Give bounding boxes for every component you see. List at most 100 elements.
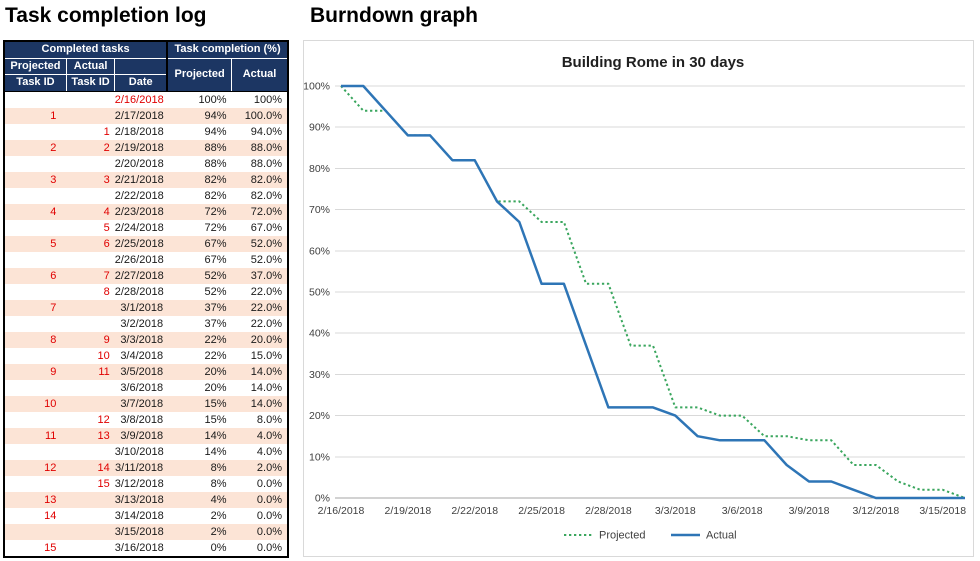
cell-projected-task-id[interactable]: 11 [4, 427, 67, 444]
cell-projected-task-id[interactable]: 9 [4, 363, 67, 380]
cell-actual-task-id[interactable]: 10 [97, 349, 110, 362]
cell-actual-pct[interactable]: 52.0% [250, 253, 282, 266]
projected-series-line[interactable] [340, 85, 966, 499]
cell-projected-pct[interactable]: 82% [204, 189, 227, 202]
cell-projected-pct[interactable]: 2% [167, 523, 232, 540]
cell-actual-task-id[interactable] [66, 107, 115, 124]
cell-actual-pct[interactable]: 88.0% [250, 157, 282, 170]
cell-date[interactable]: 3/11/2018 [114, 459, 168, 476]
cell-projected-task-id[interactable]: 7 [4, 299, 67, 316]
cell-projected-pct[interactable]: 94% [167, 107, 232, 124]
cell-actual-pct[interactable]: 94.0% [250, 125, 282, 138]
cell-projected-pct[interactable]: 20% [204, 381, 227, 394]
cell-projected-pct[interactable]: 15% [167, 395, 232, 412]
cell-actual-pct[interactable]: 22.0% [250, 317, 282, 330]
cell-date[interactable]: 2/18/2018 [114, 125, 164, 138]
cell-actual-task-id[interactable] [66, 252, 114, 268]
cell-projected-task-id[interactable] [4, 188, 66, 204]
cell-projected-task-id[interactable]: 2 [4, 139, 67, 156]
cell-projected-pct[interactable]: 8% [167, 459, 232, 476]
cell-date[interactable]: 3/8/2018 [120, 413, 164, 426]
cell-projected-task-id[interactable]: 4 [4, 203, 67, 220]
cell-actual-pct[interactable]: 4.0% [256, 445, 282, 458]
cell-actual-pct[interactable]: 0.0% [231, 523, 288, 540]
cell-date[interactable]: 3/4/2018 [120, 349, 164, 362]
cell-projected-pct[interactable]: 94% [204, 125, 227, 138]
cell-actual-task-id[interactable]: 3 [66, 171, 115, 188]
cell-date[interactable]: 2/19/2018 [114, 139, 168, 156]
cell-projected-pct[interactable]: 8% [210, 477, 227, 490]
cell-projected-task-id[interactable]: 13 [4, 491, 67, 508]
cell-date[interactable]: 3/12/2018 [114, 477, 164, 490]
cell-projected-task-id[interactable]: 12 [4, 459, 67, 476]
cell-projected-pct[interactable]: 15% [204, 413, 227, 426]
cell-actual-pct[interactable]: 14.0% [231, 395, 288, 412]
cell-actual-pct[interactable]: 22.0% [250, 285, 282, 298]
cell-actual-task-id[interactable]: 11 [66, 363, 115, 380]
cell-projected-pct[interactable]: 22% [167, 331, 232, 348]
cell-actual-task-id[interactable] [66, 316, 114, 332]
cell-projected-task-id[interactable]: 3 [4, 171, 67, 188]
cell-date[interactable]: 3/10/2018 [114, 445, 164, 458]
group-header-task-completion[interactable]: Task completion (%) [166, 40, 289, 59]
cell-projected-task-id[interactable] [4, 523, 67, 540]
cell-projected-pct[interactable]: 37% [167, 299, 232, 316]
col-header-projected-pct[interactable]: Projected [166, 57, 233, 92]
cell-actual-pct[interactable]: 100.0% [231, 107, 288, 124]
cell-projected-task-id[interactable] [4, 284, 66, 300]
cell-actual-task-id[interactable] [66, 395, 115, 412]
cell-projected-task-id[interactable]: 14 [44, 509, 57, 522]
col-header-projected-id-line1[interactable]: Projected [3, 57, 67, 75]
cell-projected-task-id[interactable]: 5 [4, 235, 67, 252]
col-header-projected-id-line2[interactable]: Task ID [3, 73, 67, 92]
cell-projected-task-id[interactable] [4, 444, 66, 460]
cell-actual-task-id[interactable]: 9 [66, 331, 115, 348]
cell-actual-pct[interactable]: 88.0% [231, 139, 288, 156]
cell-projected-pct[interactable]: 37% [204, 317, 227, 330]
cell-projected-task-id[interactable] [4, 348, 66, 364]
cell-actual-pct[interactable]: 20.0% [231, 331, 288, 348]
cell-actual-task-id[interactable]: 13 [66, 427, 115, 444]
cell-projected-task-id[interactable] [4, 252, 66, 268]
cell-actual-pct[interactable]: 72.0% [231, 203, 288, 220]
cell-actual-pct[interactable]: 2.0% [231, 459, 288, 476]
cell-projected-pct[interactable]: 67% [167, 235, 232, 252]
cell-actual-pct[interactable]: 4.0% [231, 427, 288, 444]
cell-actual-pct[interactable]: 100% [253, 93, 282, 106]
cell-date[interactable]: 3/9/2018 [114, 427, 168, 444]
cell-projected-pct[interactable]: 2% [210, 509, 227, 522]
cell-date[interactable]: 3/1/2018 [114, 299, 168, 316]
cell-actual-task-id[interactable]: 8 [103, 285, 110, 298]
cell-date[interactable]: 3/13/2018 [114, 491, 168, 508]
cell-actual-task-id[interactable] [66, 380, 114, 396]
col-header-actual-id-line1[interactable]: Actual [65, 57, 116, 75]
cell-actual-task-id[interactable]: 1 [103, 125, 110, 138]
cell-date[interactable]: 2/24/2018 [114, 221, 164, 234]
cell-actual-task-id[interactable] [66, 156, 114, 172]
cell-actual-task-id[interactable]: 15 [97, 477, 110, 490]
cell-actual-pct[interactable]: 14.0% [250, 381, 282, 394]
cell-actual-task-id[interactable] [66, 540, 114, 557]
cell-actual-pct[interactable]: 82.0% [231, 171, 288, 188]
burndown-chart[interactable]: 0% 10% 20% 30% 40% 50% 60% 70% 80% 90% 100% 2/16/20… [303, 40, 974, 557]
cell-actual-pct[interactable]: 8.0% [256, 413, 282, 426]
cell-date[interactable]: 2/27/2018 [114, 267, 168, 284]
cell-projected-pct[interactable]: 67% [204, 253, 227, 266]
cell-projected-task-id[interactable]: 1 [4, 107, 67, 124]
cell-projected-task-id[interactable] [4, 156, 66, 172]
col-header-actual-id-line2[interactable]: Task ID [65, 73, 116, 92]
cell-actual-task-id[interactable]: 5 [103, 221, 110, 234]
cell-projected-pct[interactable]: 52% [204, 285, 227, 298]
cell-projected-pct[interactable]: 72% [167, 203, 232, 220]
cell-actual-pct[interactable]: 14.0% [231, 363, 288, 380]
cell-projected-pct[interactable]: 22% [204, 349, 227, 362]
cell-projected-pct[interactable]: 4% [167, 491, 232, 508]
cell-actual-task-id[interactable] [66, 523, 115, 540]
cell-date[interactable]: 2/28/2018 [114, 285, 164, 298]
col-header-date[interactable]: Date [114, 73, 168, 92]
cell-projected-pct[interactable]: 88% [167, 139, 232, 156]
cell-projected-task-id[interactable] [4, 476, 66, 492]
cell-date[interactable]: 2/21/2018 [114, 171, 168, 188]
cell-actual-task-id[interactable] [66, 508, 114, 524]
actual-series-line[interactable] [341, 84, 965, 500]
